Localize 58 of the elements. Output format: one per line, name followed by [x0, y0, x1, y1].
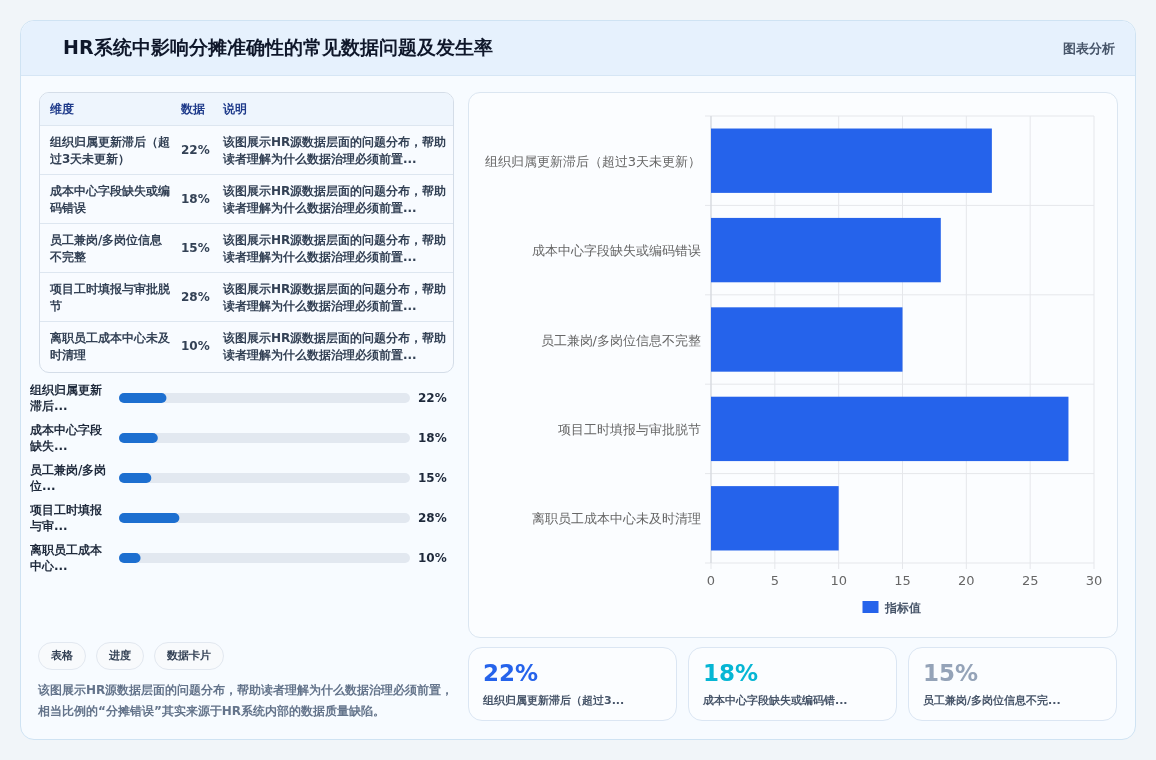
- text: 数据卡片: [154, 642, 224, 670]
- text: 15%: [181, 240, 210, 257]
- text: 该图展示HR源数据层面的问题分布，帮助读者理解为什么数据治理必须前置...: [223, 231, 448, 266]
- bar: [711, 217, 941, 283]
- bar: [711, 486, 839, 551]
- data-label: 15%: [418, 471, 447, 485]
- bar: [119, 433, 158, 443]
- text: 维度: [50, 101, 74, 118]
- legend-label: 指标值: [883, 601, 921, 615]
- text: 员工兼岗/多岗位信息不完...: [923, 693, 1061, 708]
- y-tick-label: 员工兼岗/多岗位...: [30, 462, 108, 494]
- bar: [119, 553, 141, 563]
- data-label: 10%: [418, 551, 447, 565]
- y-tick-label: 组织归属更新滞后...: [30, 382, 103, 414]
- bar: [711, 396, 1069, 462]
- text: 成本中心字段缺失或编码错...: [703, 693, 848, 708]
- text: 数据: [181, 101, 205, 118]
- x-tick-label: 20: [958, 573, 975, 588]
- text: 图表分析: [1063, 40, 1115, 58]
- text: 22%: [483, 660, 539, 686]
- text: 组织归属更新滞后（超过3...: [483, 693, 625, 708]
- text: 该图展示HR源数据层面的问题分布，帮助读者理解为什么数据治理必须前置...: [223, 329, 448, 364]
- x-tick-label: 30: [1085, 573, 1103, 588]
- text: 该图展示HR源数据层面的问题分布，帮助读者理解为什么数据治理必须前置...: [223, 182, 448, 217]
- x-tick-label: 25: [1021, 573, 1039, 588]
- x-tick-label: 5: [770, 573, 779, 588]
- x-tick-label: 10: [830, 573, 847, 588]
- x-tick-label: 0: [706, 573, 716, 588]
- y-tick-label: 离职员工成本中心未及时清理: [532, 511, 701, 527]
- y-tick-label: 离职员工成本中心...: [30, 542, 103, 574]
- text: 10%: [181, 338, 210, 355]
- text: 28%: [181, 289, 210, 306]
- text: 该图展示HR源数据层面的问题分布，帮助读者理解为什么数据治理必须前置...: [223, 280, 448, 315]
- text: 该图展示HR源数据层面的问题分布，帮助读者理解为什么数据治理必须前置...: [223, 133, 448, 168]
- data-label: 28%: [418, 511, 447, 525]
- y-tick-label: 成本中心字段缺失或编码错误: [532, 243, 701, 259]
- bar: [119, 393, 167, 403]
- y-tick-label: 项目工时填报与审批脱节: [558, 421, 701, 437]
- text: 进度: [96, 642, 144, 670]
- y-tick-label: 组织归属更新滞后（超过3天未更新）: [484, 153, 701, 169]
- text: HR系统中影响分摊准确性的常见数据问题及发生率: [63, 35, 493, 60]
- text: 表格: [38, 642, 86, 670]
- bar: [119, 513, 180, 523]
- data-label: 18%: [418, 431, 447, 445]
- text: 该图展示HR源数据层面的问题分布，帮助读者理解为什么数据治理必须前置，相当比例的“分摊错误”其实来源于HR系统内部的数据质量缺陷。: [38, 682, 455, 720]
- data-label: 22%: [418, 391, 447, 405]
- text: 15%: [923, 660, 979, 686]
- text: 22%: [181, 142, 210, 159]
- text: 18%: [181, 191, 210, 208]
- y-tick-label: 项目工时填报与审...: [30, 502, 103, 534]
- text: 说明: [223, 101, 247, 118]
- bar: [711, 128, 992, 193]
- y-tick-label: 员工兼岗/多岗位信息不完整: [540, 332, 701, 348]
- x-tick-label: 15: [894, 573, 911, 588]
- bar: [711, 307, 903, 372]
- y-tick-label: 成本中心字段缺失...: [30, 422, 103, 454]
- text: 18%: [703, 660, 759, 686]
- bar: [119, 473, 152, 483]
